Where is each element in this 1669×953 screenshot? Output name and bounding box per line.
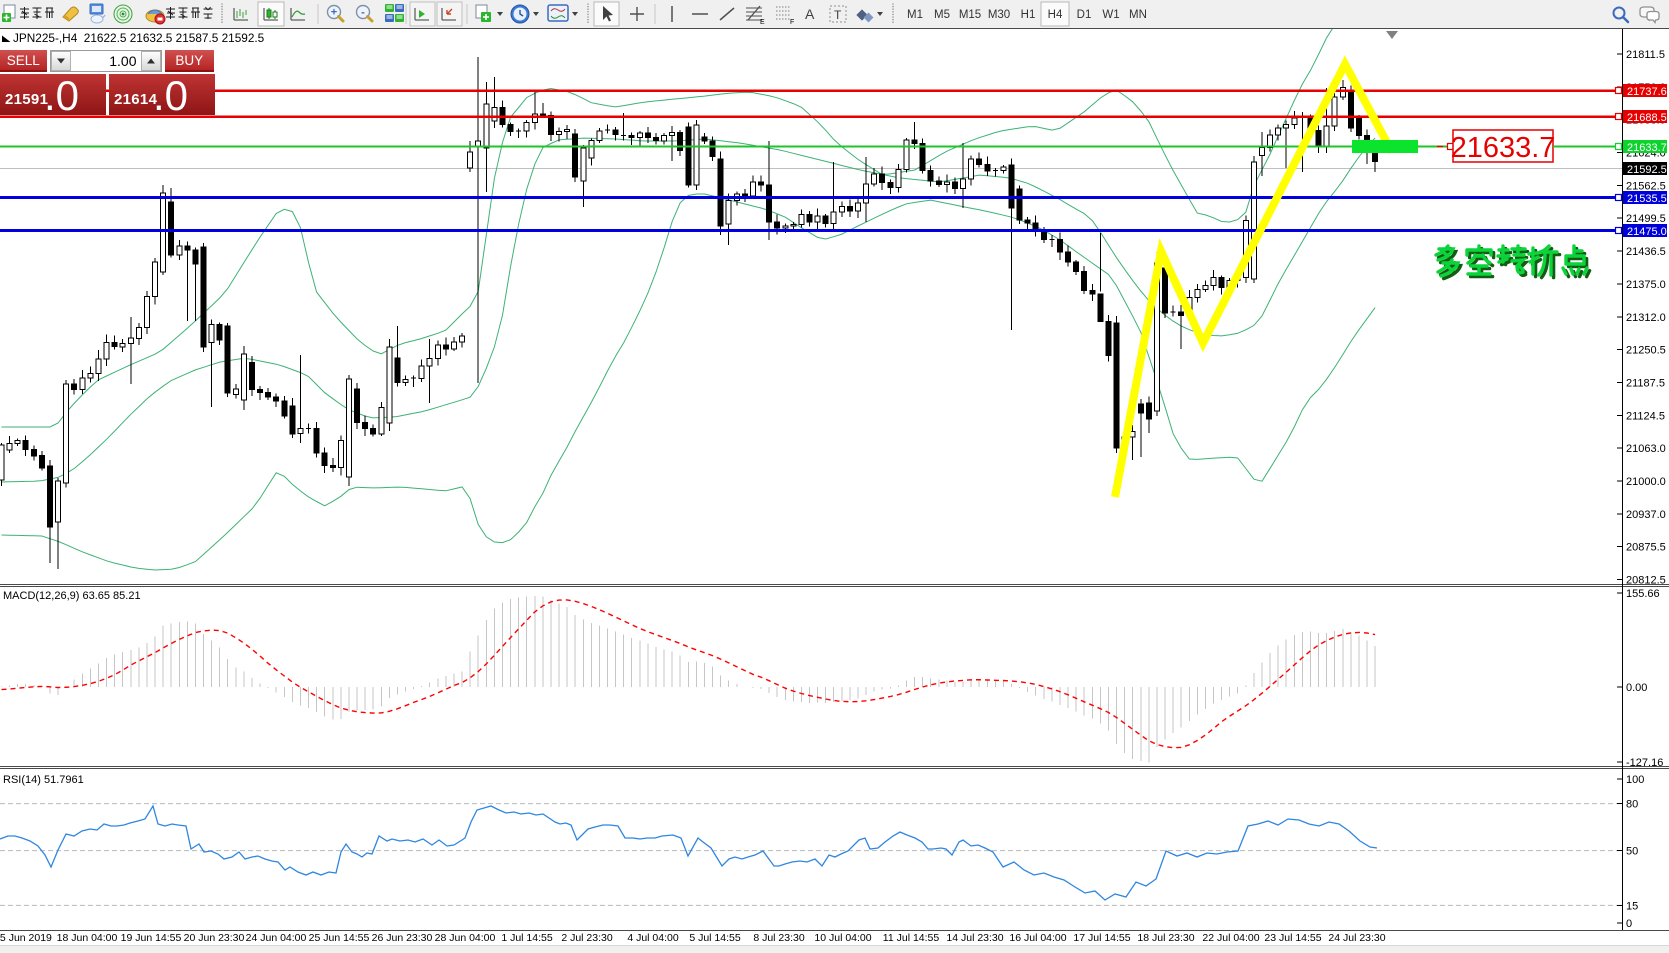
svg-text:17 Jul 14:55: 17 Jul 14:55: [1073, 932, 1130, 944]
svg-text:23 Jul 14:55: 23 Jul 14:55: [1264, 932, 1321, 944]
svg-text:21562.5: 21562.5: [1626, 180, 1666, 192]
svg-text:H1: H1: [1021, 9, 1036, 21]
svg-text:21375.0: 21375.0: [1626, 279, 1666, 291]
svg-text:24 Jun 04:00: 24 Jun 04:00: [246, 932, 307, 944]
svg-text:20812.5: 20812.5: [1626, 575, 1666, 587]
svg-text:21124.5: 21124.5: [1626, 410, 1665, 422]
svg-text:1 Jul 14:55: 1 Jul 14:55: [501, 932, 553, 944]
svg-text:21000.0: 21000.0: [1626, 476, 1666, 488]
svg-text:21535.5: 21535.5: [1627, 193, 1667, 205]
svg-text:15: 15: [1626, 900, 1638, 912]
svg-text:21592.5: 21592.5: [1627, 164, 1667, 176]
svg-text:20875.5: 20875.5: [1626, 542, 1666, 554]
svg-text:20 Jun 23:30: 20 Jun 23:30: [184, 932, 245, 944]
svg-text:21811.5: 21811.5: [1626, 49, 1665, 61]
svg-text:21633.7: 21633.7: [1451, 132, 1556, 164]
svg-text:JPN225-,H4 21622.5 21632.5 21: JPN225-,H4 21622.5 21632.5 21587.5 21592…: [13, 31, 265, 45]
svg-text:18 Jul 23:30: 18 Jul 23:30: [1137, 932, 1194, 944]
svg-text:21187.5: 21187.5: [1626, 377, 1665, 389]
svg-text:4 Jul 04:00: 4 Jul 04:00: [627, 932, 679, 944]
svg-text:21688.5: 21688.5: [1627, 112, 1667, 124]
svg-text:0: 0: [1626, 918, 1632, 930]
svg-text:8 Jul 23:30: 8 Jul 23:30: [753, 932, 805, 944]
svg-text:21312.0: 21312.0: [1626, 312, 1666, 324]
svg-text:M5: M5: [934, 9, 950, 21]
svg-text:W1: W1: [1102, 9, 1119, 21]
svg-text:50: 50: [1626, 846, 1638, 858]
svg-text:80: 80: [1626, 799, 1638, 811]
svg-text:25 Jun 14:55: 25 Jun 14:55: [309, 932, 370, 944]
svg-text:11 Jul 14:55: 11 Jul 14:55: [883, 932, 940, 944]
svg-text:26 Jun 23:30: 26 Jun 23:30: [372, 932, 433, 944]
svg-text:MN: MN: [1129, 9, 1147, 21]
svg-text:+: +: [331, 7, 337, 19]
svg-text:A: A: [805, 6, 815, 22]
svg-text:24 Jul 23:30: 24 Jul 23:30: [1328, 932, 1385, 944]
svg-text:15 Jun 2019: 15 Jun 2019: [0, 932, 52, 944]
svg-text:18 Jun 04:00: 18 Jun 04:00: [57, 932, 118, 944]
svg-text:21436.5: 21436.5: [1626, 246, 1666, 258]
svg-text:21250.5: 21250.5: [1626, 345, 1666, 357]
svg-text:19 Jun 14:55: 19 Jun 14:55: [121, 932, 182, 944]
svg-text:21063.0: 21063.0: [1626, 443, 1666, 455]
svg-text:0.00: 0.00: [1626, 682, 1647, 694]
svg-text:21737.6: 21737.6: [1627, 86, 1667, 98]
svg-text:22 Jul 04:00: 22 Jul 04:00: [1202, 932, 1259, 944]
svg-text:20937.0: 20937.0: [1626, 509, 1666, 521]
svg-text:M15: M15: [959, 9, 981, 21]
svg-text:21475.0: 21475.0: [1627, 226, 1667, 238]
svg-text:-127.16: -127.16: [1626, 757, 1663, 769]
svg-text:M30: M30: [988, 9, 1010, 21]
svg-text:RSI(14) 51.7961: RSI(14) 51.7961: [3, 774, 84, 786]
svg-text:21633.7: 21633.7: [1627, 142, 1667, 154]
svg-text:MACD(12,26,9) 63.65 85.21: MACD(12,26,9) 63.65 85.21: [3, 590, 141, 602]
svg-text:H4: H4: [1048, 9, 1063, 21]
svg-text:E: E: [760, 19, 765, 26]
svg-text:14 Jul 23:30: 14 Jul 23:30: [946, 932, 1003, 944]
svg-text:T: T: [834, 8, 842, 22]
svg-text:2 Jul 23:30: 2 Jul 23:30: [561, 932, 613, 944]
svg-text:5 Jul 14:55: 5 Jul 14:55: [689, 932, 741, 944]
svg-text:10 Jul 04:00: 10 Jul 04:00: [814, 932, 871, 944]
svg-text:F: F: [790, 19, 794, 26]
svg-text:M1: M1: [907, 9, 923, 21]
svg-text:155.66: 155.66: [1626, 588, 1660, 600]
svg-text:-: -: [361, 7, 365, 19]
svg-text:D1: D1: [1077, 9, 1092, 21]
svg-text:100: 100: [1626, 774, 1644, 786]
svg-text:28 Jun 04:00: 28 Jun 04:00: [435, 932, 496, 944]
svg-text:16 Jul 04:00: 16 Jul 04:00: [1009, 932, 1066, 944]
svg-text:21499.5: 21499.5: [1626, 213, 1666, 225]
